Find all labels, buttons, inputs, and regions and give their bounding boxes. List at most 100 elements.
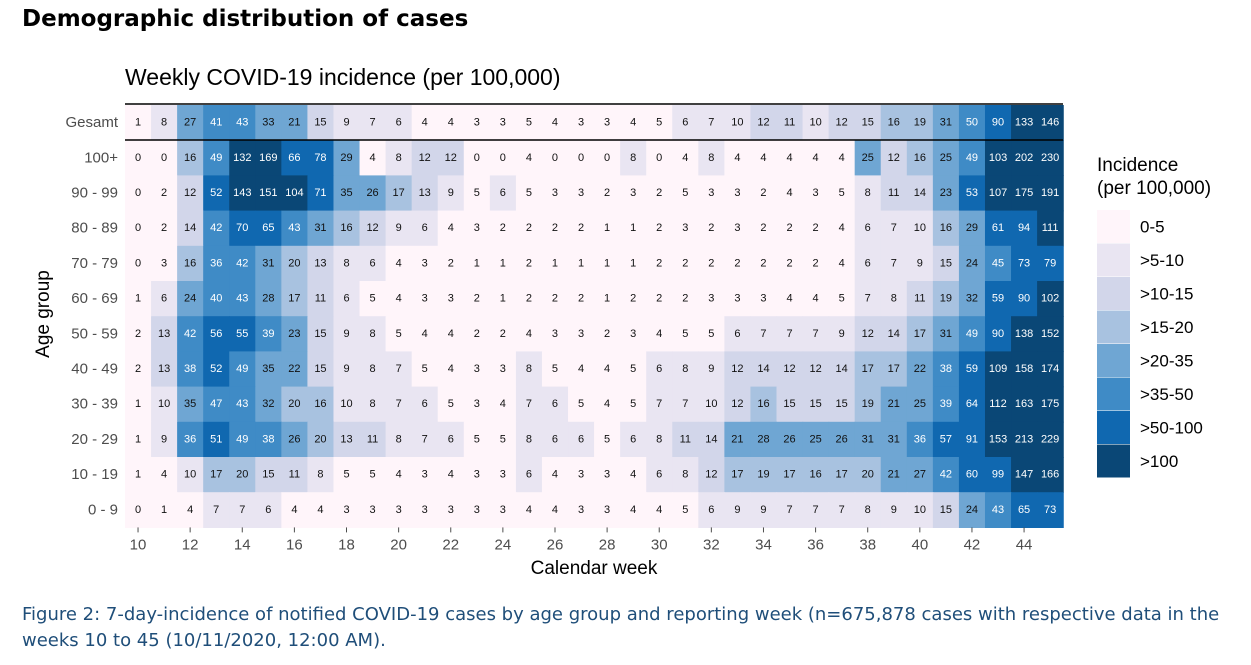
heatmap-cell [411,351,439,388]
heatmap-cell [828,281,856,317]
heatmap-cell [906,457,934,493]
heatmap-cell [672,386,699,423]
cell-value: 3 [422,469,428,481]
legend-label: >15-20 [1140,318,1193,337]
cell-value: 3 [474,398,480,410]
heatmap-cell [620,457,647,493]
heatmap-cell [672,140,699,176]
heatmap-cell [828,245,856,282]
legend-title-line1: Incidence [1097,155,1178,176]
heatmap-cell [932,386,960,423]
heatmap-cell [203,457,230,493]
cell-value: 2 [682,257,688,269]
heatmap-cell [672,105,699,141]
heatmap-cell [307,386,335,423]
cell-value: 8 [161,117,167,129]
heatmap-cell [359,351,387,388]
heatmap-cell [724,457,752,493]
cell-value: 6 [370,257,376,269]
cell-value: 8 [370,398,376,410]
heatmap-cell [151,386,178,423]
cell-value: 14 [836,363,848,375]
cell-value: 3 [604,504,610,516]
heatmap-cell [281,386,309,423]
cell-value: 8 [317,469,323,481]
x-tick-label: 26 [547,536,564,553]
cell-value: 4 [734,152,740,164]
cell-value: 20 [288,257,300,269]
cell-value: 8 [630,152,636,164]
cell-value: 15 [940,257,952,269]
cell-value: 19 [862,398,874,410]
heatmap-cell [1037,140,1064,176]
row-label: 100+ [84,149,118,166]
cell-value: 15 [314,117,326,129]
cell-value: 3 [734,293,740,305]
x-tick-label: 36 [807,536,824,553]
cell-value: 16 [757,398,769,410]
cell-value: 27 [914,469,926,481]
cell-value: 39 [940,398,952,410]
heatmap-cell [620,140,647,176]
cell-value: 12 [184,187,196,199]
cell-value: 52 [210,187,222,199]
heatmap-cell [646,421,673,458]
heatmap-cell [724,421,752,458]
x-tick-label: 30 [651,536,668,553]
cell-value: 20 [314,433,326,445]
heatmap-cell [385,175,413,212]
cell-value: 2 [161,187,167,199]
cell-value: 90 [1018,293,1030,305]
heatmap-cell [646,316,673,352]
cell-value: 14 [705,433,717,445]
cell-value: 2 [656,187,662,199]
heatmap-cell [1011,210,1038,247]
cell-value: 43 [236,293,248,305]
cell-value: 9 [343,328,349,340]
heatmap-cell [229,245,256,282]
heatmap-cell [203,140,230,176]
heatmap-cell [541,210,569,247]
heatmap-cell [437,281,465,317]
cell-value: 12 [419,152,431,164]
heatmap-cell [203,175,230,212]
cell-value: 0 [161,152,167,164]
legend-label: 0-5 [1140,218,1165,237]
cell-value: 5 [396,328,402,340]
cell-value: 138 [1015,328,1033,340]
heatmap-cell [385,140,413,176]
heatmap-cell [541,140,569,176]
cell-value: 3 [708,187,714,199]
cell-value: 2 [552,222,558,234]
heatmap-cell [880,105,908,141]
heatmap-cell [463,175,491,212]
heatmap-cell [880,421,908,458]
row-label: 70 - 79 [71,255,118,272]
x-tick-label: 16 [286,536,303,553]
heatmap-cell [776,175,804,212]
cell-value: 152 [1041,328,1059,340]
cell-value: 52 [210,363,222,375]
cell-value: 2 [604,328,610,340]
legend-swatch [1097,210,1130,243]
cell-value: 143 [233,187,251,199]
cell-value: 6 [708,504,714,516]
heatmap-cell [1011,105,1038,141]
heatmap-cell [932,105,960,141]
cell-value: 4 [839,257,845,269]
cell-value: 8 [343,257,349,269]
cell-value: 31 [314,222,326,234]
heatmap-cell [984,421,1012,458]
cell-value: 7 [760,328,766,340]
heatmap-cell [307,457,335,493]
cell-value: 4 [604,398,610,410]
heatmap-cell [906,210,934,247]
heatmap-cell [255,386,282,423]
heatmap-cell [541,351,569,388]
heatmap-cell [776,245,804,282]
heatmap-cell [802,245,830,282]
heatmap-cell [541,421,569,458]
cell-value: 17 [393,187,405,199]
cell-value: 32 [966,293,978,305]
cell-value: 5 [422,363,428,375]
